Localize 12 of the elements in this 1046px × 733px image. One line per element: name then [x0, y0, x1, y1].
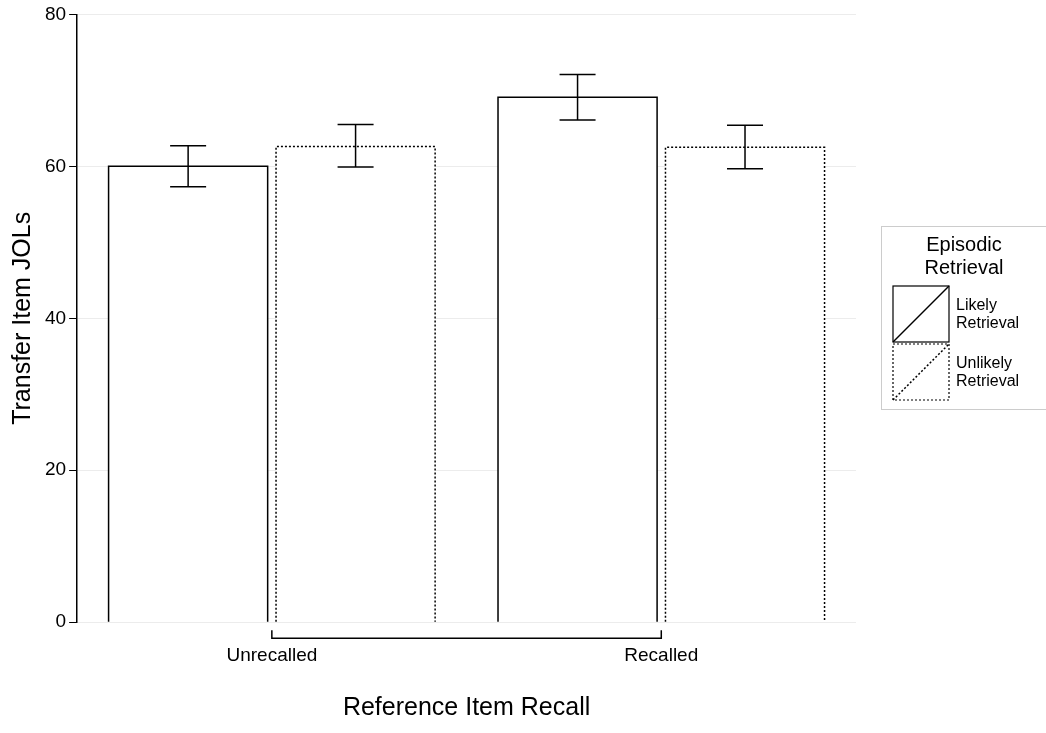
x-axis-title: Reference Item Recall: [342, 691, 591, 720]
x-tick-label: Recalled: [624, 643, 699, 665]
y-tick-label: 80: [44, 2, 67, 24]
y-tick-label: 60: [44, 154, 67, 176]
text: Unlikely Retrieval: [956, 354, 1020, 390]
legend-title: Episodic Retrieval: [923, 233, 1005, 279]
y-axis-title: Transfer Item JOLs: [6, 211, 35, 425]
y-tick-label: 20: [44, 458, 67, 480]
y-tick-label: 40: [44, 306, 67, 328]
y-tick-label: 0: [55, 610, 67, 632]
x-tick-label: Unrecalled: [226, 643, 318, 665]
text: Likely Retrieval: [956, 296, 1020, 332]
